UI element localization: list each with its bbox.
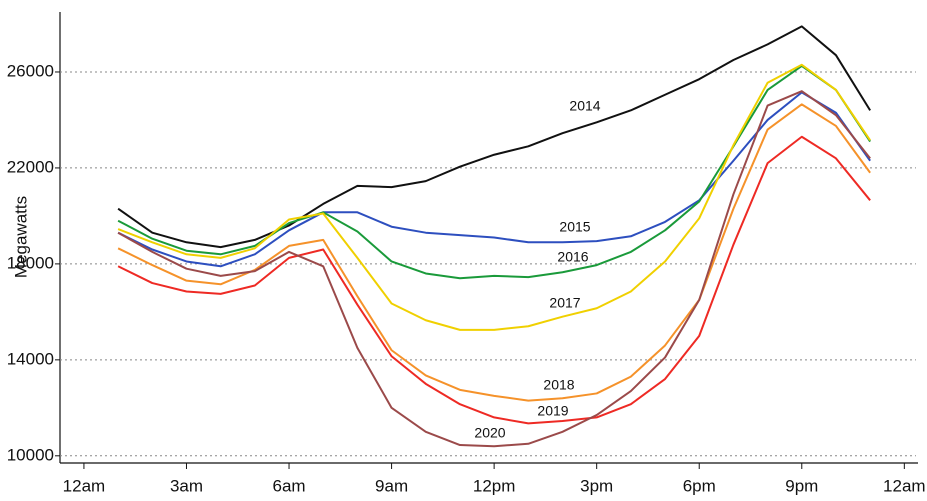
series-line — [117, 90, 871, 448]
series-line — [117, 103, 871, 402]
series-line — [117, 91, 871, 268]
x-tick-label: 3pm — [580, 476, 613, 495]
y-tick-label: 10000 — [7, 445, 54, 464]
y-tick-label: 26000 — [7, 61, 54, 80]
series-line — [117, 63, 871, 331]
series-label: 2017 — [549, 295, 580, 311]
y-tick-label: 18000 — [7, 253, 54, 272]
x-tick-label: 12am — [883, 476, 926, 495]
series-line — [117, 25, 871, 249]
y-tick-label: 14000 — [7, 349, 54, 368]
series-label: 2018 — [543, 377, 574, 393]
x-tick-label: 3am — [170, 476, 203, 495]
x-tick-label: 12am — [63, 476, 106, 495]
series-line — [117, 135, 871, 425]
x-tick-label: 9pm — [785, 476, 818, 495]
y-tick-label: 22000 — [7, 157, 54, 176]
x-tick-label: 12pm — [473, 476, 516, 495]
x-tick-label: 6am — [272, 476, 305, 495]
series-label: 2014 — [569, 98, 600, 114]
x-tick-label: 9am — [375, 476, 408, 495]
series-line — [117, 64, 871, 280]
series-label: 2020 — [474, 425, 505, 441]
y-axis-label: Megawatts — [11, 196, 30, 278]
series-label: 2015 — [559, 219, 590, 235]
x-tick-label: 6pm — [683, 476, 716, 495]
series-label: 2016 — [557, 249, 588, 265]
series-label: 2019 — [537, 403, 568, 419]
